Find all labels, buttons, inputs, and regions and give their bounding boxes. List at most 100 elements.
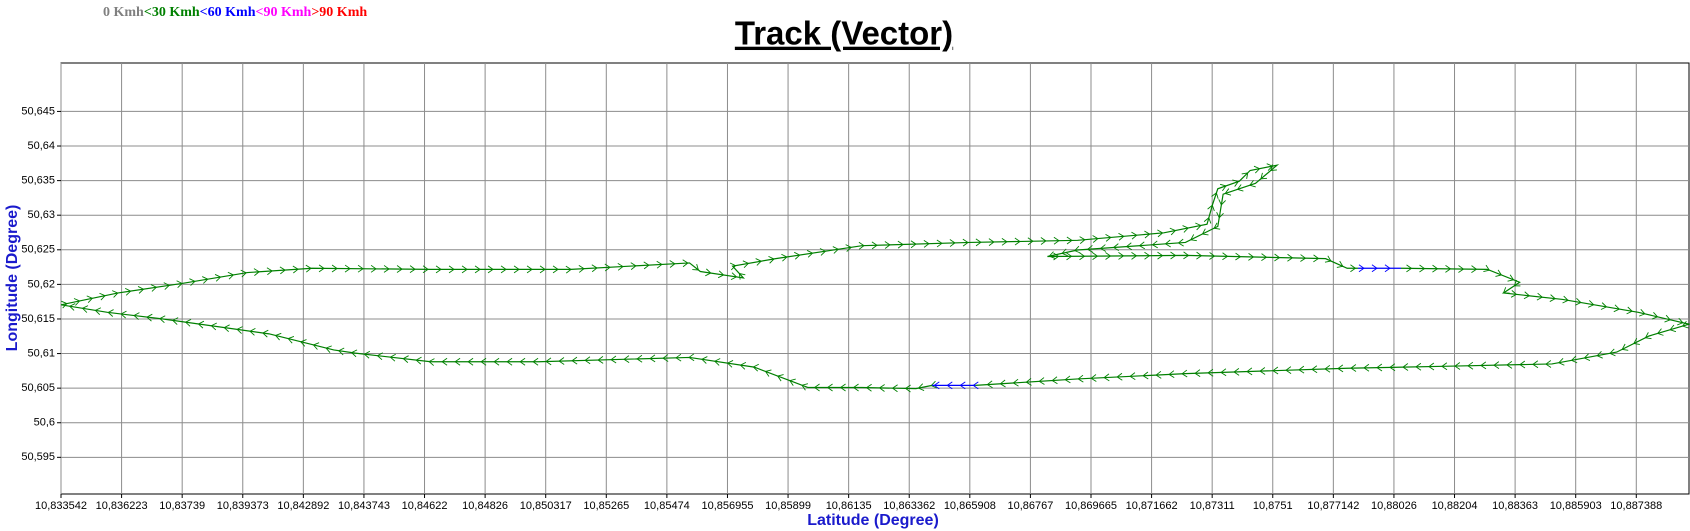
direction-arrow — [636, 354, 643, 363]
direction-arrow — [112, 290, 119, 298]
direction-arrow — [662, 354, 669, 362]
plot-area — [60, 62, 1690, 495]
direction-arrow — [1051, 376, 1058, 385]
direction-arrow — [705, 268, 712, 277]
direction-arrow — [1350, 364, 1357, 372]
direction-arrow — [578, 265, 585, 273]
direction-arrow — [1138, 241, 1145, 250]
direction-arrow — [1575, 297, 1582, 306]
direction-arrow — [287, 336, 295, 344]
direction-arrow — [1562, 295, 1569, 304]
direction-arrow — [839, 383, 846, 392]
direction-arrow — [1270, 164, 1277, 171]
direction-arrow — [519, 357, 526, 366]
direction-arrow — [210, 322, 217, 331]
direction-arrow — [1125, 242, 1133, 251]
direction-arrow — [1600, 302, 1608, 310]
direction-arrow — [1131, 251, 1138, 260]
direction-arrow — [383, 265, 390, 273]
direction-arrow — [86, 295, 94, 304]
direction-arrow — [163, 282, 171, 290]
direction-arrow — [571, 356, 578, 365]
direction-arrow — [1077, 374, 1084, 383]
direction-arrow — [910, 240, 917, 249]
direction-arrow — [120, 310, 127, 319]
direction-arrow — [739, 361, 747, 370]
direction-arrow — [845, 244, 852, 252]
legend-item: 0 Kmh — [103, 5, 144, 20]
direction-arrow — [1261, 253, 1268, 262]
direction-arrow — [1216, 211, 1224, 219]
direction-arrow — [936, 239, 943, 248]
direction-arrow — [376, 352, 384, 361]
direction-arrow — [1168, 370, 1175, 379]
y-tick-label: 50,615 — [21, 313, 55, 325]
direction-arrow — [682, 259, 689, 268]
direction-arrow — [1493, 361, 1500, 369]
direction-arrow — [768, 255, 775, 264]
direction-arrow — [448, 265, 455, 274]
direction-arrow — [1073, 245, 1081, 254]
direction-arrow — [789, 378, 796, 386]
direction-arrow — [930, 380, 938, 389]
direction-arrow — [1639, 309, 1646, 317]
direction-arrow — [1048, 251, 1056, 259]
direction-arrow — [1587, 300, 1595, 308]
direction-arrow — [1157, 251, 1164, 260]
x-tick-label: 10,85899 — [765, 500, 811, 512]
direction-arrow — [493, 357, 500, 366]
direction-arrow — [262, 329, 269, 338]
direction-arrow — [975, 238, 982, 247]
direction-arrow — [1384, 264, 1391, 273]
direction-arrow — [738, 272, 746, 280]
direction-arrow — [988, 238, 995, 246]
direction-arrow — [1432, 264, 1439, 273]
x-tick-label: 10,863362 — [883, 500, 935, 512]
direction-arrow — [1350, 264, 1357, 273]
direction-arrow — [1419, 264, 1426, 273]
direction-arrow — [94, 307, 102, 315]
direction-arrow — [1118, 252, 1125, 260]
direction-arrow — [1222, 252, 1229, 261]
direction-arrow — [396, 265, 403, 273]
direction-arrow — [1596, 351, 1603, 359]
direction-arrow — [1253, 165, 1261, 174]
direction-arrow — [1220, 368, 1227, 377]
direction-arrow — [1260, 172, 1268, 180]
direction-arrow — [1142, 371, 1149, 380]
direction-arrow — [1025, 378, 1032, 386]
direction-arrow — [325, 345, 332, 353]
direction-arrow — [176, 280, 183, 288]
direction-arrow — [923, 239, 930, 248]
x-tick-label: 10,88363 — [1492, 500, 1538, 512]
direction-arrow — [701, 356, 708, 364]
x-tick-label: 10,88204 — [1432, 500, 1478, 512]
direction-arrow — [223, 324, 230, 333]
direction-arrow — [858, 241, 865, 250]
direction-arrow — [972, 381, 979, 390]
direction-arrow — [1644, 332, 1652, 340]
y-tick-label: 50,605 — [21, 382, 55, 394]
direction-arrow — [500, 265, 507, 274]
direction-arrow — [236, 326, 243, 334]
track-line — [932, 267, 1402, 386]
x-tick-label: 10,86135 — [826, 500, 872, 512]
direction-arrow — [897, 240, 904, 249]
direction-arrow — [1506, 360, 1513, 369]
direction-arrow — [1523, 291, 1531, 300]
direction-arrow — [474, 265, 481, 274]
direction-arrow — [1248, 252, 1255, 261]
x-tick-label: 10,84622 — [402, 500, 448, 512]
direction-arrow — [1502, 287, 1510, 294]
direction-arrow — [107, 309, 114, 317]
direction-arrow — [1558, 358, 1565, 366]
direction-arrow — [597, 356, 604, 364]
direction-arrow — [146, 313, 153, 322]
x-tick-label: 10,877142 — [1307, 500, 1359, 512]
direction-arrow — [1536, 292, 1544, 301]
direction-arrow — [1027, 237, 1034, 246]
direction-arrow — [726, 360, 734, 368]
direction-arrow — [467, 357, 474, 366]
direction-arrow — [1480, 361, 1487, 370]
